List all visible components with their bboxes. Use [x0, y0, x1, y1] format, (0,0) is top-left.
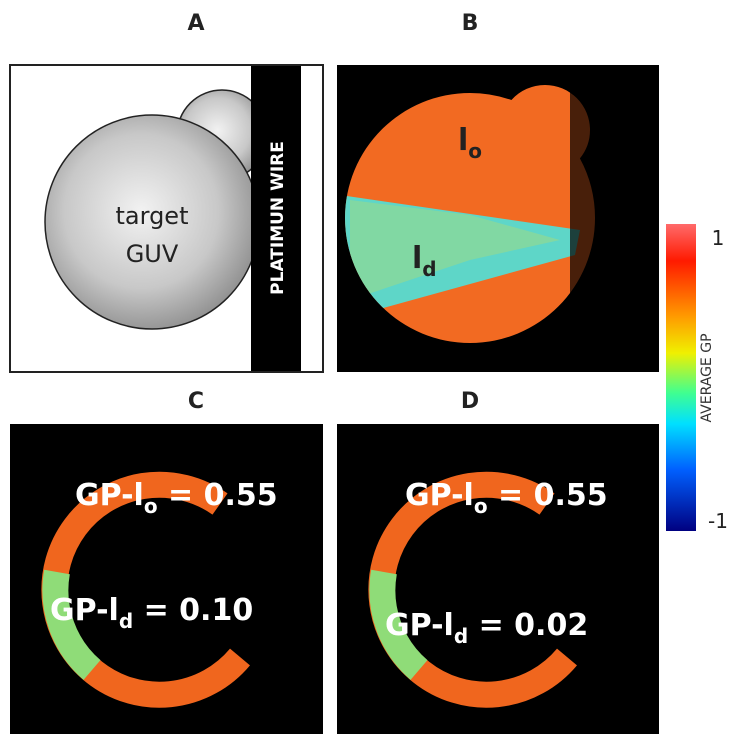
- colorbar-max: 1: [712, 226, 725, 250]
- text-part: l: [412, 241, 422, 276]
- colorbar-min: -1: [708, 509, 728, 533]
- wire-label: PLATIMUN WIRE: [268, 141, 288, 295]
- text-part: = 0.02: [468, 608, 588, 643]
- guv-label: target: [116, 202, 189, 230]
- text-part: GP-l: [385, 608, 454, 643]
- text-part: d: [454, 624, 468, 648]
- text-part: d: [422, 257, 436, 281]
- panel-label: D: [461, 389, 479, 414]
- panel-b: lo ld: [337, 65, 659, 372]
- panel-label: C: [188, 389, 204, 414]
- text-part: = 0.55: [488, 478, 608, 513]
- figure: A B C D target GUV PLATIMUN WIRE lo ld G…: [0, 0, 734, 734]
- text-part: = 0.55: [158, 478, 278, 513]
- text-part: o: [144, 494, 158, 518]
- text-part: l: [458, 123, 468, 158]
- panel-a: target GUV PLATIMUN WIRE: [10, 65, 323, 372]
- panel-label: A: [187, 11, 204, 36]
- gp-annotation: GP-ld = 0.10: [50, 593, 253, 633]
- text-part: GP-l: [405, 478, 474, 513]
- text-part: = 0.10: [133, 593, 253, 628]
- colorbar-label: AVERAGE GP: [699, 333, 715, 422]
- text-part: o: [474, 494, 488, 518]
- gp-annotation: GP-lo = 0.55: [405, 478, 608, 518]
- text-part: d: [119, 609, 133, 633]
- guv-label: GUV: [126, 240, 179, 268]
- gp-annotation: GP-lo = 0.55: [75, 478, 278, 518]
- text-part: o: [468, 139, 482, 163]
- gp-annotation: GP-ld = 0.02: [385, 608, 588, 648]
- panel-d: GP-lo = 0.55 GP-ld = 0.02: [337, 424, 659, 734]
- colorbar: 1 -1 AVERAGE GP: [666, 224, 728, 533]
- panel-label: B: [462, 11, 479, 36]
- panel-c: GP-lo = 0.55 GP-ld = 0.10: [10, 424, 323, 734]
- text-part: GP-l: [75, 478, 144, 513]
- text-part: GP-l: [50, 593, 119, 628]
